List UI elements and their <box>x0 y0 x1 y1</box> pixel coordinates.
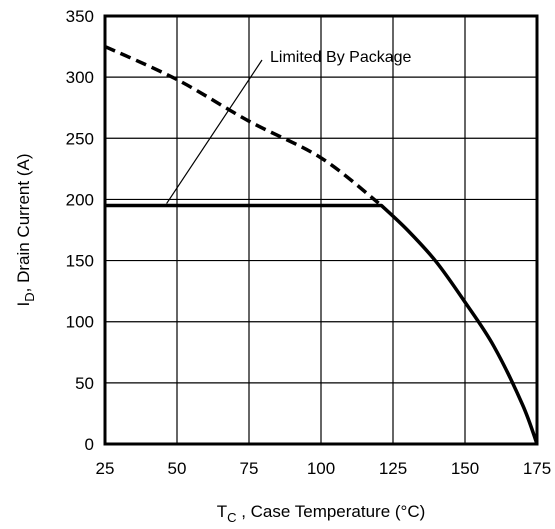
axis-tick-labels: 25 50 75 100 125 150 175 0 50 100 150 200 250 300 350 <box>66 7 552 478</box>
x-tick-label: 50 <box>168 459 187 478</box>
y-tick-label: 100 <box>66 313 94 332</box>
plot-frame <box>103 14 539 446</box>
x-axis-title-text: , Case Temperature (°C) <box>236 502 425 521</box>
annotation-label: Limited By Package <box>270 49 412 66</box>
x-axis-title-symbol: T <box>217 502 227 521</box>
y-tick-label: 50 <box>75 374 94 393</box>
y-tick-label: 350 <box>66 7 94 26</box>
x-tick-label: 125 <box>379 459 407 478</box>
y-tick-label: 200 <box>66 190 94 209</box>
y-axis-title-text: , Drain Current (A) <box>14 154 33 293</box>
annotation: Limited By Package <box>166 49 412 204</box>
x-axis-title: TC , Case Temperature (°C) <box>217 502 426 525</box>
y-tick-label: 300 <box>66 68 94 87</box>
y-tick-label: 250 <box>66 129 94 148</box>
grid-lines <box>105 16 537 444</box>
dashed-series-line <box>104 44 380 205</box>
x-tick-label: 175 <box>523 459 551 478</box>
y-tick-label: 150 <box>66 252 94 271</box>
x-tick-label: 100 <box>307 459 335 478</box>
y-axis-title-symbol: I <box>14 302 33 307</box>
y-axis-title-subscript: D <box>22 292 37 301</box>
x-axis-title-subscript: C <box>227 510 236 525</box>
y-tick-label: 0 <box>85 435 94 454</box>
annotation-leader-line <box>166 59 263 204</box>
solid-series-line <box>105 203 539 445</box>
x-tick-label: 25 <box>96 459 115 478</box>
y-axis-title: ID, Drain Current (A) <box>14 154 37 307</box>
data-series <box>104 44 539 445</box>
x-tick-label: 150 <box>451 459 479 478</box>
x-tick-label: 75 <box>240 459 259 478</box>
